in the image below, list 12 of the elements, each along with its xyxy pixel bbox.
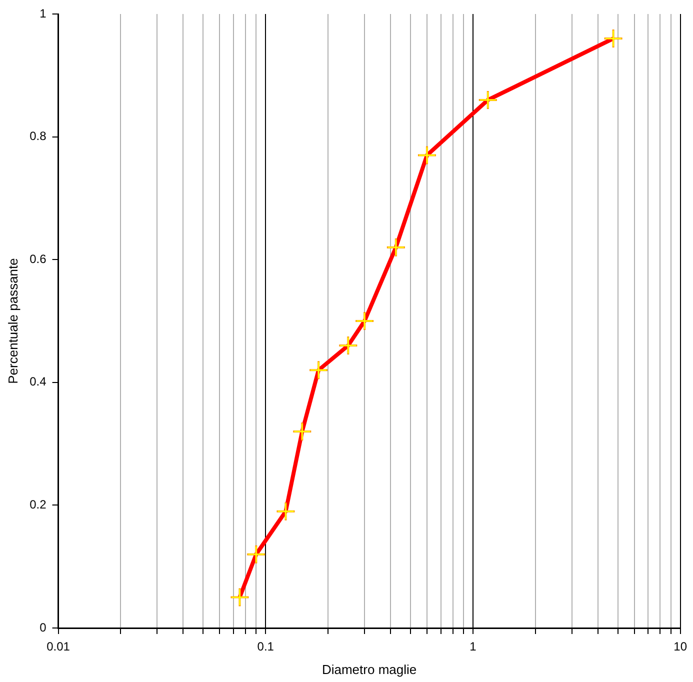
y-tick-label: 0 (40, 620, 47, 634)
y-tick-label: 0.8 (30, 129, 47, 144)
x-tick-label: 0.01 (46, 640, 70, 654)
y-tick-label: 0.2 (30, 498, 47, 512)
y-tick-label: 1 (40, 6, 47, 20)
y-tick-label: 0.6 (30, 252, 47, 266)
x-tick-label: 10 (674, 640, 688, 654)
x-axis-title: Diametro maglie (322, 662, 417, 677)
x-tick-label: 1 (470, 640, 477, 654)
y-axis-title: Percentuale passante (5, 258, 20, 384)
y-tick-label: 0.4 (30, 374, 47, 389)
x-tick-label: 0.1 (257, 640, 274, 654)
